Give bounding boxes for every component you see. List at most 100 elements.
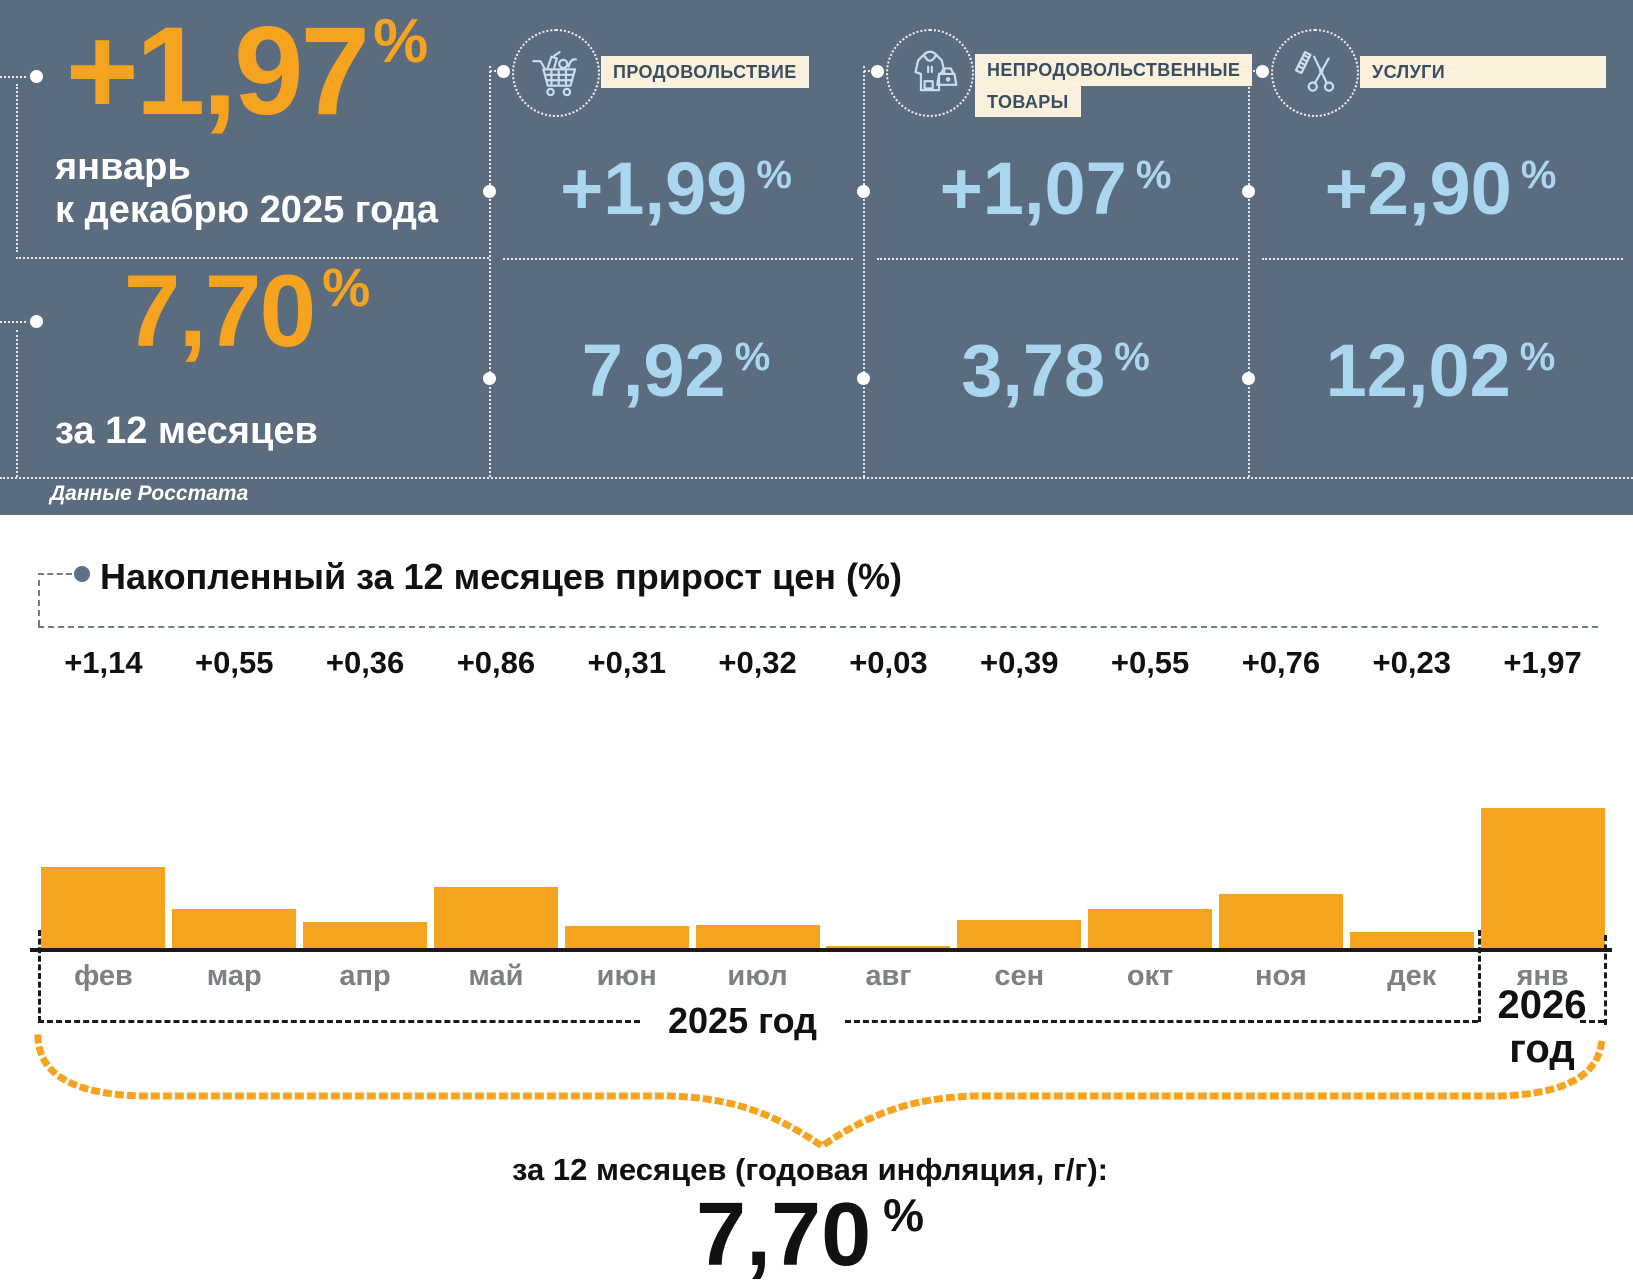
percent-sign: %: [756, 153, 792, 197]
bar: [1480, 808, 1605, 948]
percent-sign: %: [1520, 153, 1557, 197]
bar-value-label: +0,32: [718, 645, 797, 680]
dot-marker: [483, 372, 496, 385]
value-number: 3,78: [961, 329, 1106, 412]
dot-marker: [483, 185, 496, 198]
divider: [16, 84, 18, 252]
services-annual-value: 12,02%: [1248, 334, 1633, 408]
value-number: +1,07: [939, 147, 1127, 230]
percent-sign: %: [322, 258, 371, 318]
month-label: дек: [1387, 960, 1437, 992]
services-monthly-value: +2,90%: [1248, 152, 1633, 226]
divider: [490, 70, 500, 72]
bar-value-label: +0,76: [1241, 645, 1321, 680]
bar-value-label: +0,31: [587, 645, 666, 680]
bar-value-label: +0,39: [980, 645, 1059, 680]
bar-value-label: +0,23: [1372, 645, 1451, 680]
month-label: янв: [1516, 960, 1569, 992]
year-bracket: [1604, 935, 1607, 1025]
month-label: окт: [1126, 960, 1174, 992]
category-label-food: ПРОДОВОЛЬСТВИЕ: [601, 56, 809, 88]
divider: [877, 258, 1238, 260]
value-number: 7,92: [581, 329, 726, 412]
annual-inflation-value: 7,70%: [310, 1190, 1310, 1280]
month-label: сен: [994, 960, 1045, 992]
shopping-cart-icon: [532, 51, 578, 97]
year-bracket: [38, 1020, 640, 1023]
dot-marker: [857, 185, 870, 198]
divider: [1248, 66, 1250, 477]
year-bracket: [38, 930, 41, 1022]
category-food: ПРОДОВОЛЬСТВИЕ +1,99% 7,92%: [489, 0, 863, 478]
bar: [695, 925, 820, 948]
year-bracket: [1580, 1020, 1604, 1023]
category-label-line: УСЛУГИ: [1360, 56, 1606, 88]
annual-value: 7,70%: [16, 257, 478, 365]
dot-marker: [497, 65, 510, 78]
dot-marker: [871, 65, 884, 78]
bar-value-label: +0,03: [849, 645, 928, 680]
brace-curve: [34, 1034, 1606, 1151]
value-number: 7,70: [695, 1185, 872, 1285]
dot-marker: [857, 372, 870, 385]
year-bracket: [845, 1020, 1478, 1023]
scissors-and-comb-icon: [1294, 51, 1335, 92]
bar-value-label: +0,86: [456, 645, 536, 680]
dot-marker: [1242, 372, 1255, 385]
month-label: фев: [73, 960, 133, 992]
x-axis-line: [30, 948, 1612, 952]
divider: [38, 573, 72, 575]
divider: [503, 258, 853, 260]
bar: [433, 887, 558, 948]
divider: [0, 477, 1633, 479]
category-label-line: НЕПРОДОВОЛЬСТВЕННЫЕ: [975, 54, 1253, 86]
category-services: УСЛУГИ +2,90% 12,02%: [1248, 0, 1633, 478]
bar: [172, 909, 297, 948]
month-label: июн: [596, 960, 657, 992]
dot-marker: [30, 70, 43, 83]
annual-label: за 12 месяцев: [55, 410, 318, 452]
headline-period-line2: к декабрю 2025 года: [55, 188, 439, 231]
month-label: апр: [339, 960, 391, 992]
month-label: мар: [206, 960, 262, 992]
food-icon-circle: [512, 29, 600, 117]
dot-marker: [1256, 65, 1269, 78]
divider: [1249, 70, 1259, 72]
food-annual-value: 7,92%: [489, 334, 863, 408]
category-label-nonfood: НЕПРОДОВОЛЬСТВЕННЫЕ ТОВАРЫ: [975, 54, 1253, 118]
nonfood-annual-value: 3,78%: [863, 334, 1248, 408]
value-number: +2,90: [1324, 147, 1512, 230]
divider: [38, 626, 1598, 628]
chart-title: Накопленный за 12 месяцев прирост цен (%…: [100, 556, 902, 597]
category-label-line: ПРОДОВОЛЬСТВИЕ: [601, 56, 809, 88]
bar: [1218, 894, 1343, 948]
divider: [16, 330, 18, 477]
percent-sign: %: [1114, 335, 1150, 379]
headline-period-line1: январь: [55, 146, 191, 188]
bar-value-label: +0,36: [325, 645, 405, 680]
clothing-and-bag-icon: [914, 50, 958, 92]
bar: [1088, 909, 1213, 948]
divider: [1262, 258, 1623, 260]
headline-number: +1,97: [65, 2, 370, 141]
category-nonfood: НЕПРОДОВОЛЬСТВЕННЫЕ ТОВАРЫ +1,07% 3,78%: [863, 0, 1253, 478]
percent-sign: %: [1519, 335, 1556, 379]
dot-marker: [30, 315, 43, 328]
divider: [0, 76, 26, 78]
divider: [38, 580, 40, 626]
headline-value: +1,97%: [16, 6, 478, 137]
year-2025-label: 2025 год: [668, 1000, 817, 1041]
month-label: авг: [865, 960, 912, 992]
percent-sign: %: [373, 7, 429, 76]
percent-sign: %: [734, 335, 771, 379]
category-label-services: УСЛУГИ: [1360, 56, 1606, 88]
food-monthly-value: +1,99%: [489, 152, 863, 226]
dot-marker: [1242, 185, 1255, 198]
annual-inflation-label: за 12 месяцев (годовая инфляция, г/г):: [512, 1152, 1108, 1187]
divider: [864, 70, 874, 72]
nonfood-monthly-value: +1,07%: [863, 152, 1248, 226]
bar: [957, 920, 1082, 948]
services-icon-circle: [1271, 29, 1359, 117]
title-bullet: [74, 566, 90, 582]
